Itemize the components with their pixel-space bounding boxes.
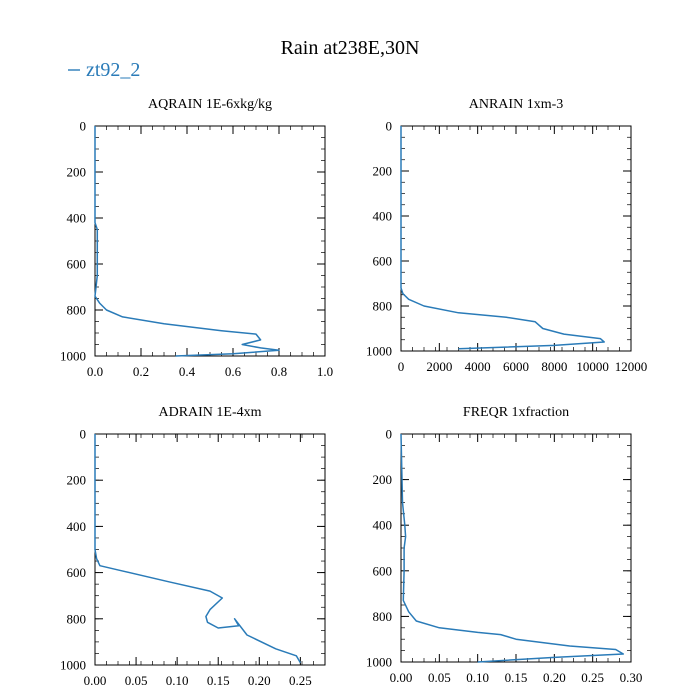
y-tick-label: 800 <box>373 609 393 624</box>
panel-title: AQRAIN 1E-6xkg/kg <box>148 97 272 112</box>
x-tick-label: 10000 <box>576 359 609 374</box>
x-tick-label: 0.8 <box>271 364 287 379</box>
panel-anrain: ANRAIN 1xm-3 0 2000 4000 6000 8000 10000 12000 0… <box>366 97 647 374</box>
x-tick-label: 0.0 <box>87 364 103 379</box>
plot-frame <box>94 433 326 666</box>
series-line-zt92_2 <box>400 433 625 663</box>
x-tick-label: 0.00 <box>390 670 413 685</box>
x-tick-label: 1.0 <box>317 364 333 379</box>
y-tick-label: 0 <box>386 119 393 134</box>
panel-freqr: FREQR 1xfraction 0.00 0.05 0.10 0.15 0.20 0.25… <box>366 405 642 685</box>
series-line-zt92_2 <box>400 126 605 350</box>
y-tick-label: 0 <box>80 427 87 442</box>
y-tick-label: 600 <box>373 254 393 269</box>
x-tick-label: 0.25 <box>581 670 604 685</box>
x-tick-label: 0.25 <box>289 673 312 688</box>
x-tick-label: 0.4 <box>179 364 196 379</box>
series-line-zt92_2 <box>94 434 302 664</box>
plot-frame <box>400 125 632 352</box>
y-tick-label: 200 <box>67 165 87 180</box>
y-tick-label: 400 <box>67 211 87 226</box>
x-tick-label: 0.15 <box>505 670 528 685</box>
y-tick-label: 400 <box>67 519 87 534</box>
x-tick-label: 0.30 <box>620 670 643 685</box>
y-tick-label: 0 <box>386 427 393 442</box>
panel-title: FREQR 1xfraction <box>463 405 569 420</box>
y-tick-label: 800 <box>67 611 87 626</box>
series-line-zt92_2 <box>94 126 280 357</box>
y-tick-label: 600 <box>67 257 87 272</box>
x-tick-label: 0.05 <box>428 670 451 685</box>
x-tick-label: 2000 <box>426 359 452 374</box>
y-tick-label: 1000 <box>60 349 86 364</box>
panel-title: ADRAIN 1E-4xm <box>158 405 261 420</box>
x-tick-label: 8000 <box>541 359 567 374</box>
x-tick-label: 0 <box>398 359 405 374</box>
y-tick-label: 600 <box>373 563 393 578</box>
x-tick-label: 0.15 <box>207 673 230 688</box>
plot-frame <box>400 433 632 663</box>
y-tick-label: 400 <box>373 209 393 224</box>
y-tick-label: 200 <box>67 473 87 488</box>
y-tick-label: 0 <box>80 119 87 134</box>
x-tick-label: 0.05 <box>125 673 148 688</box>
y-tick-label: 800 <box>373 299 393 314</box>
x-tick-label: 0.10 <box>166 673 189 688</box>
y-tick-label: 200 <box>373 164 393 179</box>
x-tick-label: 12000 <box>615 359 648 374</box>
figure-title: Rain at238E,30N <box>281 37 420 59</box>
panel-adrain: ADRAIN 1E-4xm 0.00 0.05 0.10 0.15 0.20 0.25 0 20… <box>60 405 326 688</box>
x-tick-label: 4000 <box>465 359 491 374</box>
panel-title: ANRAIN 1xm-3 <box>469 97 564 112</box>
y-tick-label: 600 <box>67 565 87 580</box>
y-tick-label: 800 <box>67 303 87 318</box>
x-tick-label: 0.6 <box>225 364 242 379</box>
y-tick-label: 200 <box>373 472 393 487</box>
x-tick-label: 6000 <box>503 359 529 374</box>
y-tick-label: 400 <box>373 518 393 533</box>
panel-aqrain: AQRAIN 1E-6xkg/kg 0.0 0.2 0.4 0.6 0.8 1.0 0 200 4… <box>60 97 333 379</box>
y-tick-label: 1000 <box>60 658 86 673</box>
x-tick-label: 0.10 <box>466 670 489 685</box>
x-tick-label: 0.2 <box>133 364 149 379</box>
x-tick-label: 0.20 <box>543 670 566 685</box>
legend: zt92_2 <box>86 59 140 81</box>
y-tick-label: 1000 <box>366 344 392 359</box>
x-tick-label: 0.20 <box>248 673 271 688</box>
y-tick-label: 1000 <box>366 655 392 670</box>
x-tick-label: 0.00 <box>84 673 107 688</box>
plot-frame <box>94 125 326 357</box>
legend-label: zt92_2 <box>86 59 140 81</box>
